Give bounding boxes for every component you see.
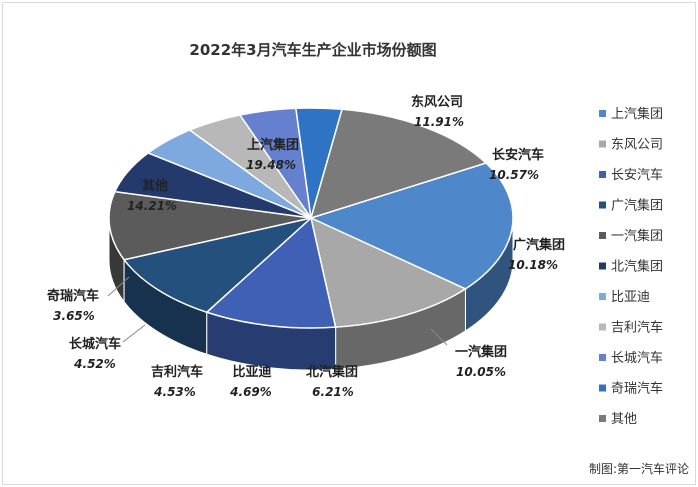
legend-label-11: 其他	[611, 412, 637, 427]
slice-5-name: 一汽集团	[455, 344, 507, 360]
slice-3-label: 长安汽车 10.57%	[489, 147, 544, 182]
slice-9-label: 长城汽车 4.52%	[69, 324, 146, 371]
legend-swatch-9	[599, 354, 606, 361]
legend-label-10: 奇瑞汽车	[611, 381, 663, 397]
slice-11-top	[309, 108, 488, 220]
slice-1-value: 19.48%	[246, 158, 296, 172]
slice-7-value: 4.69%	[229, 385, 272, 399]
slice-9-leader-line	[122, 324, 146, 343]
chart-title: 2022年3月汽车生产企业市场份额图	[189, 41, 436, 59]
legend-swatch-8	[599, 323, 606, 331]
pie-chart: 2022年3月汽车生产企业市场份额图 上汽集团 19.48% 东风公司 11.91% 长…	[47, 41, 689, 476]
slice-9-value: 4.52%	[73, 357, 116, 371]
legend-swatch-3	[599, 171, 606, 178]
legend-swatch-10	[599, 384, 606, 392]
slice-11-label: 其他 14.21%	[127, 178, 177, 213]
slice-5-leader-line	[430, 328, 448, 346]
slice-1-name: 上汽集团	[247, 137, 299, 153]
slice-2-value: 11.91%	[414, 115, 464, 129]
pie-layer	[108, 107, 514, 371]
legend-label-3: 长安汽车	[611, 167, 663, 183]
slice-6-name: 北汽集团	[306, 364, 358, 380]
slice-3-top	[205, 216, 337, 329]
legend-item-11: 其他	[599, 412, 637, 427]
slice-2-label: 东风公司 11.91%	[411, 94, 464, 129]
slice-10-name: 奇瑞汽车	[47, 288, 99, 304]
slice-4-value: 10.18%	[508, 258, 558, 272]
slice-2-top	[309, 216, 468, 328]
slice-5-top	[108, 190, 312, 261]
legend-swatch-7	[599, 293, 606, 300]
credit-text: 制图:第一汽车评论	[589, 461, 689, 476]
legend-label-1: 上汽集团	[611, 106, 663, 122]
legend-swatch-2	[599, 140, 606, 148]
legend-item-3: 长安汽车	[599, 167, 663, 183]
legend-label-5: 一汽集团	[611, 228, 663, 244]
legend-swatch-5	[599, 232, 606, 239]
slice-11-name: 其他	[142, 178, 168, 194]
slice-8-value: 4.53%	[153, 385, 196, 399]
slice-4-name: 广汽集团	[513, 237, 565, 253]
legend-label-7: 比亚迪	[611, 290, 650, 305]
slice-4-top	[122, 216, 314, 314]
slice-10-leader-line	[107, 276, 130, 297]
slice-6-label: 北汽集团 6.21%	[306, 364, 358, 399]
legend-label-8: 吉利汽车	[611, 320, 663, 336]
slice-7-name: 比亚迪	[232, 364, 271, 380]
slice-8-name: 吉利汽车	[151, 364, 203, 380]
slice-3-name: 长安汽车	[492, 147, 544, 163]
slice-1-label: 上汽集团 19.48%	[246, 137, 299, 172]
slice-6-value: 6.21%	[312, 385, 354, 399]
legend-item-7: 比亚迪	[599, 290, 650, 305]
legend-item-6: 北汽集团	[599, 259, 663, 275]
legend-item-10: 奇瑞汽车	[599, 381, 663, 397]
legend-label-6: 北汽集团	[611, 259, 663, 275]
legend-swatch-4	[599, 201, 606, 209]
legend-label-4: 广汽集团	[611, 198, 663, 214]
slice-5-value: 10.05%	[456, 365, 506, 379]
slice-7-label: 比亚迪 4.69%	[229, 364, 272, 399]
legend-item-8: 吉利汽车	[599, 320, 663, 336]
legend-swatch-6	[599, 262, 606, 270]
slice-4-label: 广汽集团 10.18%	[508, 237, 565, 272]
legend-label-9: 长城汽车	[611, 350, 663, 366]
slice-11-value: 14.21%	[127, 199, 177, 213]
slice-10-value: 3.65%	[53, 309, 95, 323]
slice-10-label: 奇瑞汽车 3.65%	[47, 276, 130, 323]
legend-item-5: 一汽集团	[599, 228, 663, 244]
slice-5-label: 一汽集团 10.05%	[430, 328, 507, 379]
legend-item-2: 东风公司	[599, 138, 663, 153]
legend-item-9: 长城汽车	[599, 350, 663, 366]
legend-item-1: 上汽集团	[599, 106, 663, 122]
slice-3-value: 10.57%	[489, 168, 539, 182]
slice-1-top	[308, 162, 514, 290]
legend-label-2: 东风公司	[611, 138, 663, 153]
legend: 上汽集团东风公司长安汽车广汽集团一汽集团北汽集团比亚迪吉利汽车长城汽车奇瑞汽车其…	[599, 106, 663, 427]
legend-swatch-1	[599, 110, 606, 117]
slice-2-name: 东风公司	[411, 94, 463, 110]
slice-8-label: 吉利汽车 4.53%	[151, 364, 203, 399]
data-labels: 上汽集团 19.48% 东风公司 11.91% 长安汽车 10.57% 广汽集团 10.18%…	[47, 94, 565, 399]
legend-swatch-11	[599, 415, 606, 422]
legend-item-4: 广汽集团	[599, 198, 663, 214]
slice-9-name: 长城汽车	[69, 336, 121, 352]
